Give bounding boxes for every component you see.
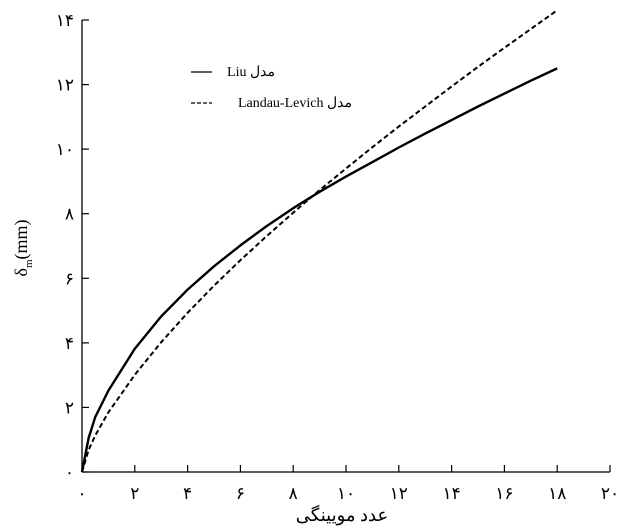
x-tick-label: ۲ — [130, 484, 139, 503]
x-tick-label: ۱۶ — [495, 484, 513, 503]
y-tick-label: ۸ — [65, 205, 74, 224]
x-tick-label: ۶ — [236, 484, 245, 503]
y-tick-label: ۶ — [65, 269, 74, 288]
x-tick-label: ۱۰ — [337, 484, 355, 503]
y-tick-label: ۰ — [65, 463, 74, 482]
x-tick-label: ۸ — [289, 484, 298, 503]
y-axis-title-subscript: m — [23, 259, 35, 268]
series-layer — [80, 9, 558, 473]
axes — [81, 20, 610, 473]
y-tick-label: ۱۰ — [56, 140, 74, 159]
legend-label-1: Liu مدل — [227, 65, 275, 80]
y-tick-label: ۱۲ — [56, 76, 74, 95]
x-axis-title: عدد مویینگی — [296, 504, 388, 526]
y-tick-label: ۱۴ — [56, 11, 74, 30]
y-axis-title-unit: (mm) — [11, 219, 32, 259]
series-line-2 — [81, 9, 558, 473]
x-tick-label: ۴ — [183, 484, 192, 503]
y-tick-label: ۴ — [65, 334, 74, 353]
x-tick-label: ۲۰ — [601, 484, 619, 503]
y-axis-title-symbol: δ — [11, 268, 31, 276]
x-tick-label: ۱۸ — [548, 484, 566, 503]
x-tick-label: ۱۲ — [390, 484, 408, 503]
y-ticks: ۰ ۲ ۴ ۶ ۸ ۱۰ ۱۲ ۱۴ — [56, 11, 89, 482]
series-line-1 — [80, 67, 558, 473]
x-tick-label: ۰ — [77, 484, 86, 503]
y-axis-title: δm(mm) — [11, 219, 35, 276]
x-ticks: ۰ ۲ ۴ ۶ ۸ ۱۰ ۱۲ ۱۴ ۱۶ ۱۸ ۲۰ — [77, 465, 619, 503]
y-tick-label: ۲ — [65, 398, 74, 417]
x-tick-label: ۱۴ — [442, 484, 460, 503]
legend: Liu مدل Landau-Levich مدل — [191, 65, 352, 111]
legend-label-2: Landau-Levich مدل — [238, 96, 352, 111]
